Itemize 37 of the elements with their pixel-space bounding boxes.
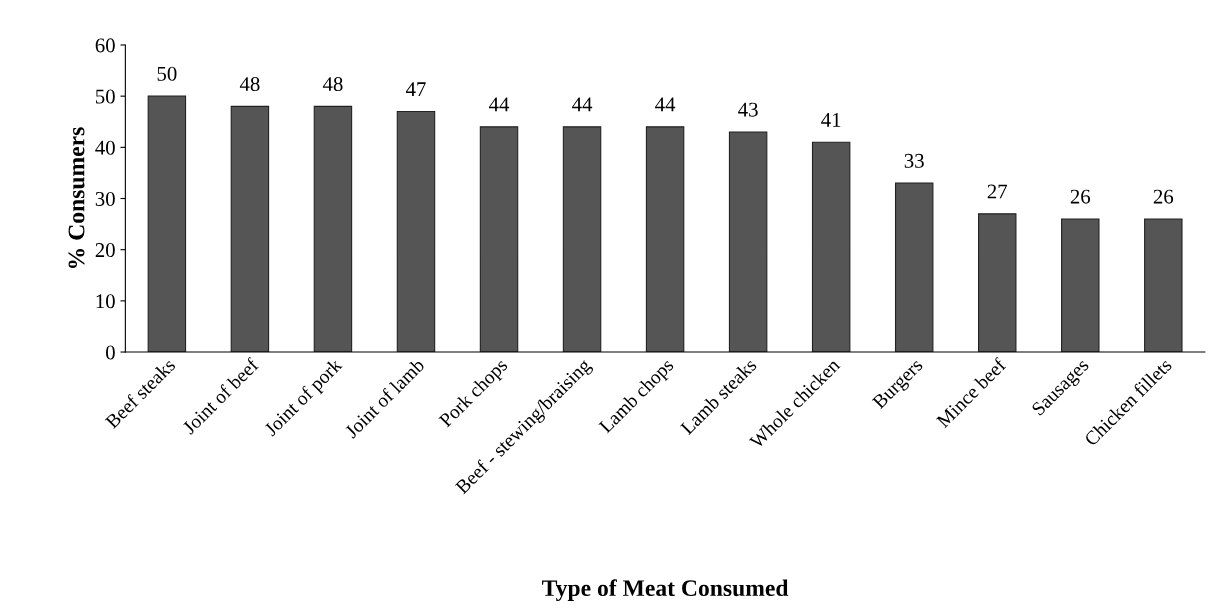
- bar: [562, 126, 602, 353]
- y-tick-label: 50: [96, 89, 115, 104]
- bar: [230, 105, 270, 353]
- data-label: 33: [904, 153, 924, 168]
- y-tick-label: 10: [96, 294, 115, 309]
- y-tick-label: 40: [95, 140, 115, 155]
- data-label: 43: [738, 102, 758, 117]
- y-tick-label: 20: [95, 243, 115, 258]
- bar: [894, 182, 934, 353]
- bar: [1144, 218, 1183, 353]
- bar: [811, 141, 851, 353]
- data-label: 47: [405, 82, 426, 96]
- data-label: 50: [157, 66, 177, 81]
- bar: [1061, 218, 1100, 353]
- x-axis-title: Type of Meat Consumed: [542, 579, 789, 601]
- data-label: 44: [489, 97, 510, 112]
- x-tick-label: Joint of beef: [181, 356, 260, 436]
- bar: [728, 131, 768, 353]
- data-label: 26: [1070, 189, 1091, 204]
- bar: [313, 105, 353, 353]
- y-tick-label: 30: [95, 191, 115, 206]
- bar: [977, 213, 1017, 353]
- bar: [479, 126, 519, 353]
- data-label: 48: [322, 77, 343, 92]
- y-tick-label: 60: [95, 38, 115, 53]
- data-label: 48: [239, 77, 260, 92]
- data-label: 44: [572, 97, 593, 112]
- y-tick-label: 0: [106, 345, 115, 360]
- bar: [147, 95, 187, 353]
- data-label: 41: [821, 112, 841, 127]
- data-label: 27: [987, 184, 1008, 199]
- x-tick-label: Joint of lamb: [343, 357, 426, 439]
- bar: [645, 126, 685, 353]
- data-label: 44: [655, 97, 676, 112]
- bar: [396, 110, 436, 353]
- data-label: 26: [1153, 189, 1174, 204]
- y-axis-title: % Consumers: [68, 127, 85, 268]
